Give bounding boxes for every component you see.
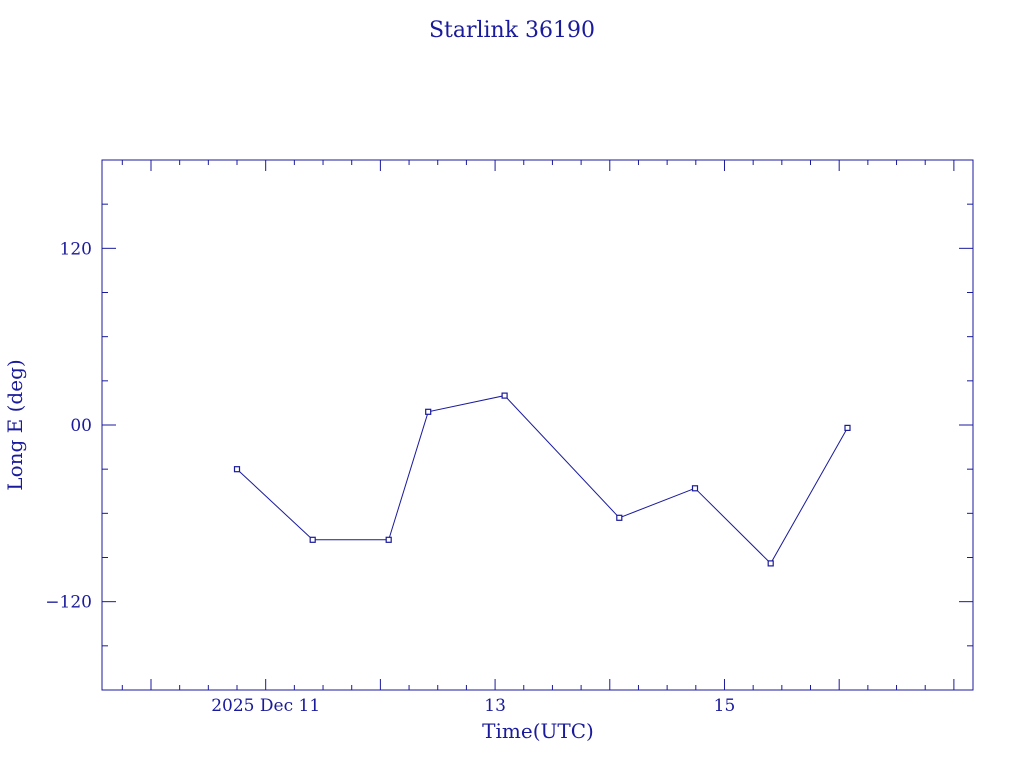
x-tick-label: 2025 Dec 11	[211, 696, 320, 716]
axis-tick-labels: 2025 Dec 11 13 15 120 00 −120	[45, 239, 735, 716]
chart-title: Starlink 36190	[429, 18, 595, 43]
axis-ticks	[102, 160, 973, 690]
data-point	[501, 392, 508, 399]
x-tick-label: 13	[484, 696, 506, 716]
x-axis-label: Time(UTC)	[482, 719, 594, 743]
plot-frame	[101, 159, 974, 691]
x-tick-label: 15	[714, 696, 736, 716]
y-axis-label: Long E (deg)	[3, 359, 27, 490]
data-point	[767, 560, 774, 567]
data-point	[425, 408, 432, 415]
series-line	[236, 395, 848, 565]
y-tick-label: −120	[45, 593, 92, 613]
data-point	[616, 514, 623, 521]
data-point	[309, 536, 316, 543]
data-point	[844, 424, 851, 431]
y-tick-label: 00	[70, 416, 92, 436]
data-point	[691, 485, 699, 492]
series-layer	[233, 392, 851, 567]
y-tick-label: 120	[60, 239, 92, 259]
data-point	[385, 536, 392, 543]
data-point	[233, 466, 241, 473]
